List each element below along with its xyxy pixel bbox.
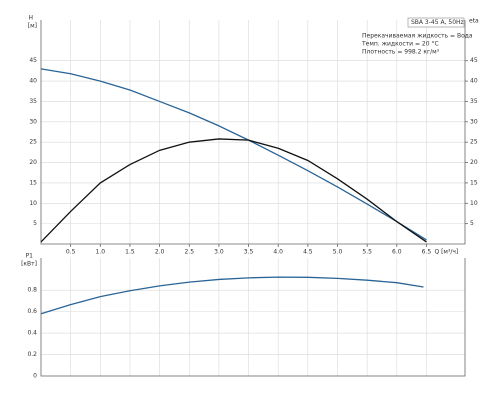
x-tick-label: 2.0 (155, 249, 165, 256)
y-axis-unit: [м] (28, 23, 37, 30)
y-tick-label: 15 (29, 179, 37, 186)
y2-tick-label: 20 (470, 159, 478, 166)
info-box (407, 17, 465, 28)
y-tick-label: 0.6 (27, 308, 37, 315)
plot-frame (40, 258, 466, 377)
y-tick-label: 0 (33, 373, 37, 380)
curve (40, 68, 427, 241)
y-tick-label: 30 (29, 118, 37, 125)
y-axis-label: P1 (26, 253, 34, 260)
y-tick-label: 0.2 (27, 351, 37, 358)
y2-tick-label: 15 (470, 179, 478, 186)
note: Перекачиваемая жидкость = Вода (362, 33, 473, 40)
y-tick-label: 45 (29, 57, 37, 64)
y-tick-label: 5 (33, 220, 37, 227)
y2-tick-label: 25 (470, 139, 478, 146)
x-tick-label: 4.0 (273, 249, 283, 256)
y2-tick-label: 5 (470, 220, 474, 227)
y-tick-label: 0.8 (27, 287, 37, 294)
x-tick-label: 4.5 (303, 249, 313, 256)
x-tick-label: 0.5 (66, 249, 76, 256)
y-axis-label: H (28, 15, 33, 22)
y-axis-unit: [кВт] (21, 261, 37, 268)
y2-tick-label: 10 (470, 200, 478, 207)
y-tick-label: 40 (29, 78, 37, 85)
x-tick-label: 5.5 (362, 249, 372, 256)
y2-axis-label: eta (469, 18, 479, 25)
plot-frame (40, 20, 466, 245)
y-tick-label: 20 (29, 159, 37, 166)
x-tick-label: 2.5 (184, 249, 194, 256)
curve (40, 276, 424, 315)
y2-tick-label: 35 (470, 98, 478, 105)
x-tick-label: 6.0 (392, 249, 402, 256)
x-axis-label: Q [м³/ч] (434, 249, 458, 256)
note: Плотность = 998.2 кг/м³ (362, 49, 440, 56)
y2-tick-label: 40 (470, 78, 478, 85)
x-tick-label: 1.5 (125, 249, 135, 256)
x-tick-label: 3.5 (244, 249, 254, 256)
y2-tick-label: 30 (470, 118, 478, 125)
y2-tick-label: 45 (470, 57, 478, 64)
y-tick-label: 0.4 (27, 330, 37, 337)
note: Темп. жидкости = 20 °C (361, 41, 439, 48)
x-tick-label: 6.5 (422, 249, 432, 256)
curve (40, 138, 427, 243)
x-tick-label: 1.0 (96, 249, 106, 256)
info-box-text: SBA 3-45 A, 50Hz (411, 19, 464, 26)
y-tick-label: 35 (29, 98, 37, 105)
y-tick-label: 10 (29, 200, 37, 207)
x-tick-label: 5.0 (333, 249, 343, 256)
y-tick-label: 25 (29, 139, 37, 146)
x-tick-label: 3.0 (214, 249, 224, 256)
